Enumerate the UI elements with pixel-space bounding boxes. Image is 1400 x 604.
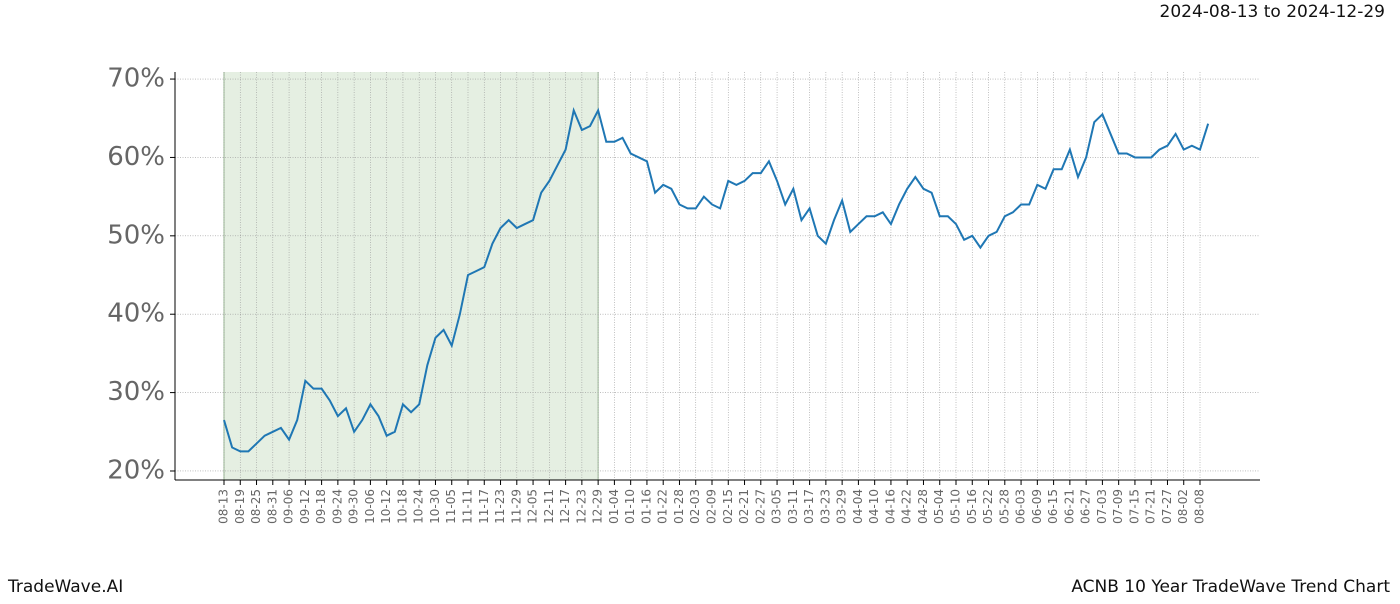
x-tick-label: 02-03 (688, 489, 702, 524)
x-tick-label: 12-05 (526, 489, 540, 524)
x-tick-label: 05-28 (997, 489, 1011, 524)
x-tick-label: 08-02 (1176, 489, 1190, 524)
x-tick-label: 04-28 (916, 489, 930, 524)
x-tick-label: 05-10 (949, 489, 963, 524)
x-tick-label: 07-21 (1144, 489, 1158, 524)
x-tick-label: 10-24 (412, 489, 426, 524)
x-tick-label: 01-16 (639, 489, 653, 524)
x-tick-label: 11-29 (509, 489, 523, 524)
x-tick-label: 02-15 (721, 489, 735, 524)
y-tick-label: 60% (107, 142, 165, 172)
x-tick-label: 06-21 (1062, 489, 1076, 524)
y-tick-label: 70% (107, 64, 165, 94)
x-tick-label: 11-11 (461, 489, 475, 524)
x-tick-label: 04-04 (851, 489, 865, 524)
x-tick-label: 09-24 (330, 489, 344, 524)
x-tick-label: 01-28 (672, 489, 686, 524)
x-tick-label: 08-25 (249, 489, 263, 524)
x-tick-label: 02-27 (753, 489, 767, 524)
date-range: 2024-08-13 to 2024-12-29 (1160, 2, 1385, 22)
x-tick-label: 10-30 (428, 489, 442, 524)
x-tick-label: 09-18 (314, 489, 328, 524)
x-tick-label: 07-09 (1111, 489, 1125, 524)
y-tick-label: 20% (107, 455, 165, 485)
x-tick-label: 11-05 (444, 489, 458, 524)
x-tick-label: 06-09 (1030, 489, 1044, 524)
x-tick-label: 03-17 (802, 489, 816, 524)
x-tick-label: 07-27 (1160, 489, 1174, 524)
x-tick-label: 11-17 (477, 489, 491, 524)
x-tick-label: 01-04 (607, 489, 621, 524)
highlight-region (224, 72, 599, 480)
x-tick-label: 07-03 (1095, 489, 1109, 524)
x-tick-label: 12-29 (591, 489, 605, 524)
x-tick-label: 03-11 (786, 489, 800, 524)
x-tick-label: 10-12 (379, 489, 393, 524)
x-tick-label: 12-11 (542, 489, 556, 524)
x-tick-label: 04-10 (867, 489, 881, 524)
x-tick-label: 05-22 (981, 489, 995, 524)
x-tick-label: 06-27 (1079, 489, 1093, 524)
x-tick-label: 03-23 (818, 489, 832, 524)
x-tick-label: 10-18 (395, 489, 409, 524)
x-tick-label: 07-15 (1127, 489, 1141, 524)
x-tick-label: 08-31 (265, 489, 279, 524)
brand: TradeWave.AI (7, 577, 123, 597)
x-tick-label: 08-19 (233, 489, 247, 524)
x-tick-label: 06-03 (1014, 489, 1028, 524)
x-tick-label: 05-16 (965, 489, 979, 524)
x-tick-label: 05-04 (932, 489, 946, 524)
price-line (223, 107, 1210, 453)
x-tick-label: 02-21 (737, 489, 751, 524)
x-tick-label: 08-08 (1193, 489, 1207, 524)
y-tick-label: 50% (107, 220, 165, 250)
x-tick-label: 06-15 (1046, 489, 1060, 524)
x-tick-label: 11-23 (493, 489, 507, 524)
x-tick-label: 10-06 (363, 489, 377, 524)
x-tick-label: 08-13 (217, 489, 231, 524)
x-tick-label: 01-22 (656, 489, 670, 524)
x-tick-label: 12-17 (558, 489, 572, 524)
x-tick-label: 09-12 (298, 489, 312, 524)
x-tick-label: 09-06 (282, 489, 296, 524)
x-tick-label: 04-22 (900, 489, 914, 524)
x-tick-label: 02-09 (705, 489, 719, 524)
x-tick-label: 01-10 (623, 489, 637, 524)
x-tick-label: 09-30 (347, 489, 361, 524)
y-tick-label: 30% (107, 377, 165, 407)
x-tick-label: 03-29 (835, 489, 849, 524)
x-tick-label: 04-16 (883, 489, 897, 524)
x-tick-label: 12-23 (574, 489, 588, 524)
y-tick-label: 40% (107, 299, 165, 329)
chart-title: ACNB 10 Year TradeWave Trend Chart (1071, 577, 1390, 597)
x-tick-label: 03-05 (770, 489, 784, 524)
